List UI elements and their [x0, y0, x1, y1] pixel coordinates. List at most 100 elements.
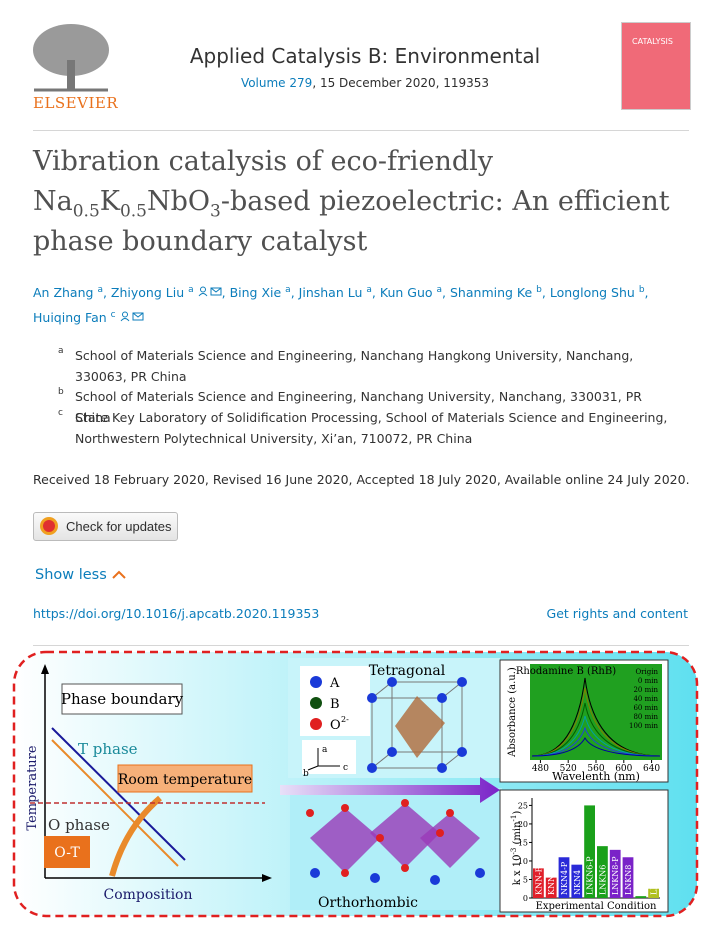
label-box: [44, 836, 90, 868]
author-list: An Zhang a, Zhiyong Liu a , Bing Xie a, …: [33, 279, 693, 329]
temperature-label: Temperature: [25, 745, 40, 830]
author-name: An Zhang: [33, 285, 94, 301]
x-axis-label: Experimental Condition: [536, 901, 657, 912]
bar-label: LNKN6: [598, 865, 607, 895]
title-part: 0.5: [72, 201, 100, 222]
title-part: K: [99, 186, 120, 217]
bar: [609, 849, 621, 898]
author-affiliation: a: [366, 285, 372, 295]
phase-line: [51, 727, 186, 861]
author[interactable]: Jinshan Lu a: [299, 285, 372, 300]
y-label-part: -1: [510, 815, 518, 822]
author-name: Jinshan Lu: [298, 285, 363, 301]
affiliation-text: School of Materials Science and Engineer…: [75, 348, 634, 384]
author[interactable]: Huiqing Fan c: [33, 310, 144, 325]
room-temp-label: Room temperature: [118, 772, 252, 788]
phase-line: [51, 739, 179, 867]
axis-letter: a: [322, 745, 328, 755]
legend-entry: 100 min: [629, 722, 658, 730]
rights-link[interactable]: Get rights and content: [546, 606, 688, 621]
orthorhombic-label: Orthorhombic: [318, 895, 418, 911]
contact-icons[interactable]: [120, 311, 144, 322]
bar-label: NKN4-P: [560, 861, 569, 895]
volume-label[interactable]: Volume: [240, 76, 286, 90]
atom-label: B: [330, 697, 340, 712]
o-phase-label: O phase: [48, 816, 110, 834]
bar: [533, 868, 544, 898]
bar: [558, 857, 570, 898]
dates: Received 18 February 2020, Revised 16 Ju…: [33, 472, 690, 487]
orthorhombic-cell: [306, 799, 485, 885]
label-box: [61, 683, 183, 715]
y-axis-label: k x 10-3 (min-1): [510, 811, 523, 886]
author[interactable]: Zhiyong Liu a: [111, 285, 222, 300]
divider: [33, 130, 689, 131]
volume[interactable]: 279: [289, 76, 313, 90]
label-box: [117, 764, 253, 793]
y-tick-label: 15: [518, 838, 528, 847]
affiliation: b School of Materials Science and Enginee…: [58, 386, 678, 428]
author-name: Shanming Ke: [450, 285, 533, 301]
author[interactable]: An Zhang a: [33, 285, 103, 300]
axis-letter: c: [343, 763, 348, 773]
y-axis-label: Absorbance (a.u.): [507, 667, 518, 758]
axis-letter: b: [303, 769, 309, 779]
tetragonal-label: Tetragonal: [369, 663, 446, 679]
check-updates-button[interactable]: Check for updates: [33, 512, 178, 541]
author-affiliation: a: [188, 285, 194, 295]
y-tick-label: 5: [523, 875, 528, 884]
y-tick-label: 10: [518, 857, 528, 866]
author-affiliation: b: [638, 285, 645, 295]
chart-plot: [530, 664, 662, 760]
cover-text: CATALYSIS: [632, 37, 673, 46]
affiliation: c State Key Laboratory of Solidification …: [58, 407, 678, 449]
crossmark-icon: [40, 517, 58, 535]
check-updates-text: Check for updates: [66, 519, 172, 534]
atom-label: O: [330, 718, 341, 733]
arrow: [280, 777, 500, 803]
arrowhead: [41, 664, 49, 674]
affiliation-mark: c: [58, 408, 63, 418]
chart-panel: [499, 789, 669, 913]
t-phase-label: T phase: [78, 740, 138, 758]
journal-title[interactable]: Applied Catalysis B: Environmental: [189, 44, 541, 68]
separator: ,: [371, 285, 376, 301]
bar: [648, 888, 659, 898]
atom-icon: [310, 697, 322, 709]
x-tick-label: 520: [560, 764, 577, 774]
chart-title: Rhodamine B (RhB): [516, 666, 616, 677]
y-label-part: ): [512, 811, 523, 815]
author-affiliation: a: [97, 285, 103, 295]
separator: ,: [541, 285, 546, 301]
doi-link[interactable]: https://doi.org/10.1016/j.apcatb.2020.11…: [33, 606, 320, 621]
y-tick-label: 25: [518, 801, 528, 810]
affiliation-mark: b: [58, 387, 64, 397]
author[interactable]: Kun Guo a: [380, 285, 442, 300]
affiliation-text: State Key Laboratory of Solidification P…: [75, 410, 668, 446]
author[interactable]: Shanming Ke b: [450, 285, 542, 300]
journal-cover[interactable]: CATALYSIS: [621, 22, 691, 110]
show-less[interactable]: Show less: [35, 567, 127, 583]
show-less-text: Show less: [35, 567, 107, 583]
bar: [597, 846, 608, 898]
absorbance-curves: [531, 677, 661, 757]
bar-label: LNKN6-P: [586, 856, 595, 895]
author-affiliation: b: [536, 285, 542, 295]
legend-entry: 60 min: [633, 704, 658, 712]
atom-icon: [310, 718, 322, 730]
title-part: -based piezoelectric: An efficient phase…: [33, 186, 670, 257]
contact-icons[interactable]: [198, 286, 222, 297]
author-affiliation: a: [285, 285, 291, 295]
bar-label: NKN4: [573, 870, 582, 895]
x-axis-label: Wavelenth (nm): [552, 770, 640, 783]
oxygen-charge: 2-: [341, 715, 349, 724]
bar-label: KNN-P: [534, 866, 543, 895]
article-title: Vibration catalysis of eco-friendly Na0.…: [33, 142, 683, 262]
author[interactable]: Longlong Shu b: [550, 285, 645, 300]
affiliation-text: School of Materials Science and Engineer…: [75, 389, 642, 425]
phase-boundary-label: Phase boundary: [61, 690, 184, 708]
author[interactable]: Bing Xie a: [230, 285, 291, 300]
author-name: Bing Xie: [229, 285, 282, 301]
x-tick-label: 640: [643, 764, 660, 774]
